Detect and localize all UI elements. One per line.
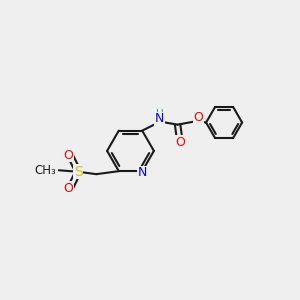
Text: H: H — [156, 109, 164, 119]
Text: N: N — [137, 166, 147, 179]
Text: O: O — [64, 149, 73, 162]
Text: CH₃: CH₃ — [34, 164, 56, 177]
Text: S: S — [74, 165, 83, 179]
Text: O: O — [175, 136, 185, 148]
Text: O: O — [64, 182, 73, 195]
Text: O: O — [194, 111, 203, 124]
Text: N: N — [155, 112, 164, 125]
